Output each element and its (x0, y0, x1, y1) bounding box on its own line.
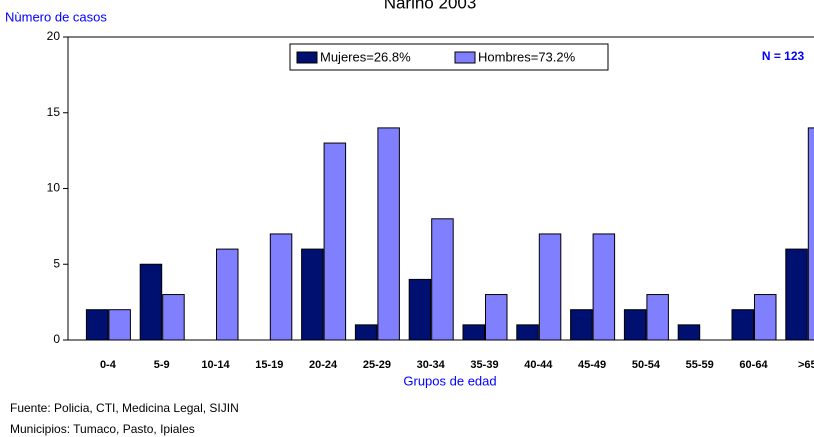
bar (162, 294, 185, 341)
legend-swatch (296, 51, 318, 64)
x-tick-label: 15-19 (255, 359, 283, 371)
x-tick-label: 35-39 (470, 359, 498, 371)
annotation: N = 123 (762, 49, 805, 63)
bar (301, 248, 324, 341)
bar (623, 309, 647, 341)
y-tick-label: 0 (53, 332, 60, 346)
x-tick-label: 10-14 (201, 359, 230, 371)
bar (377, 127, 400, 341)
footer: Fuente: Policia, CTI, Medicina Legal, SI… (10, 401, 239, 415)
x-tick-label: 50-54 (632, 359, 661, 371)
x-tick-label: 45-49 (578, 359, 606, 371)
bar (216, 248, 239, 341)
x-tick-label: 25-29 (363, 359, 391, 371)
bar (646, 294, 669, 341)
x-tick-label: 20-24 (309, 359, 338, 371)
chart-title: Nariño 2003 (384, 0, 477, 12)
legend (289, 43, 609, 71)
bar (323, 142, 347, 341)
bar (731, 309, 754, 341)
bar (485, 294, 508, 341)
legend-swatch (454, 51, 476, 64)
bar (785, 248, 808, 341)
bar (754, 294, 777, 341)
x-tick-label: 40-44 (524, 359, 553, 371)
bar (139, 263, 163, 341)
bar (408, 278, 432, 341)
bar (516, 324, 539, 341)
y-tick-label: 5 (53, 256, 60, 270)
bar (108, 309, 131, 341)
bar (677, 324, 701, 341)
bar (354, 324, 378, 341)
bar (462, 324, 485, 341)
x-tick-label: 0-4 (100, 359, 117, 371)
x-tick-label: 30-34 (417, 359, 446, 371)
bar (538, 233, 562, 341)
legend-label: Mujeres=26.8% (320, 49, 411, 64)
y-axis-label: Nùmero de casos (5, 9, 107, 24)
bar (807, 127, 814, 341)
y-tick-label: 10 (47, 181, 61, 195)
y-tick-label: 15 (47, 105, 61, 119)
footer: Municipios: Tumaco, Pasto, Ipiales (10, 422, 195, 436)
legend-label: Hombres=73.2% (478, 49, 576, 64)
x-tick-label: >65 (798, 359, 814, 371)
bar (269, 233, 293, 341)
bar (570, 309, 593, 341)
y-tick-label: 20 (47, 29, 61, 43)
x-tick-label: 55-59 (686, 359, 714, 371)
bar (592, 233, 616, 341)
bar (431, 218, 454, 341)
x-tick-label: 60-64 (739, 359, 768, 371)
bar (85, 309, 109, 341)
x-tick-label: 5-9 (154, 359, 170, 371)
x-axis-label: Grupos de edad (403, 373, 496, 388)
